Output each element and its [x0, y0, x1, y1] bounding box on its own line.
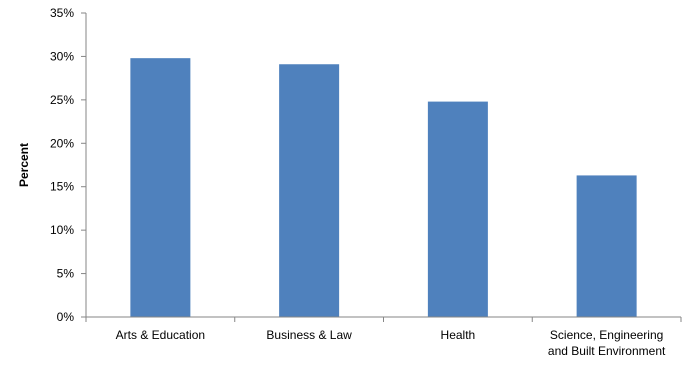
- x-category-label: Health: [441, 328, 476, 342]
- bar: [427, 101, 488, 317]
- x-axis-ticks: [85, 317, 682, 322]
- y-axis-title: Percent: [17, 143, 31, 187]
- y-tick-label: 30%: [50, 49, 74, 63]
- y-tick-label: 25%: [50, 93, 74, 107]
- x-category-label: Business & Law: [266, 328, 352, 342]
- y-tick-label: 20%: [50, 136, 74, 150]
- x-category-label: Science, Engineering and Built Environmen…: [548, 328, 666, 358]
- bar: [576, 175, 637, 317]
- y-tick-label: 35%: [50, 6, 74, 20]
- y-tick-label: 5%: [57, 267, 75, 281]
- x-category-label: Arts & Education: [116, 328, 205, 342]
- bars: [130, 58, 637, 318]
- y-axis-ticks: 0% 5% 10% 15% 20% 25% 30% 35%: [50, 6, 86, 324]
- y-tick-label: 0%: [57, 310, 75, 324]
- category-labels: Arts & Education Business & Law Health Scie…: [116, 328, 666, 358]
- bar: [130, 58, 191, 318]
- bar: [279, 64, 340, 317]
- y-tick-label: 10%: [50, 223, 74, 237]
- y-tick-label: 15%: [50, 180, 74, 194]
